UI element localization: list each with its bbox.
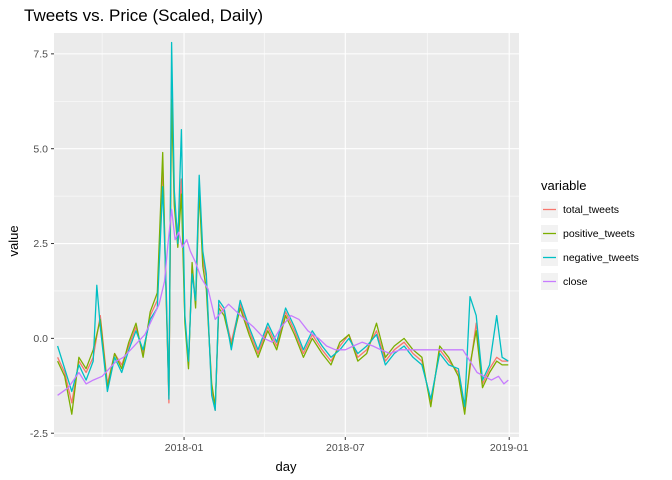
y-tick-label: 2.5: [33, 238, 48, 250]
x-tick-label: 2019-01: [490, 442, 529, 454]
y-tick-label: -2.5: [30, 428, 48, 440]
y-tick-label: 0.0: [33, 333, 48, 345]
y-tick-label: 5.0: [33, 143, 48, 155]
series-line-negative-tweets: [56, 41, 509, 412]
y-axis: -2.5 0.0 2.5 5.0 7.5: [30, 48, 54, 440]
plot-panel: [54, 33, 519, 437]
series-line-close: [57, 208, 509, 396]
grid-major: [54, 33, 519, 437]
x-axis: 2018-01 2018-07 2019-01: [165, 437, 529, 454]
y-tick-label: 7.5: [33, 48, 48, 60]
legend-label: close: [563, 276, 588, 288]
grid-minor: [54, 33, 519, 437]
legend-item: total_tweets: [541, 201, 619, 218]
legend-label: negative_tweets: [563, 252, 639, 264]
legend-item: positive_tweets: [541, 225, 635, 242]
series-lines: [56, 41, 509, 415]
x-axis-title: day: [276, 459, 297, 474]
legend-label: total_tweets: [563, 204, 619, 216]
legend: variable total_tweets positive_tweetsnega…: [541, 178, 639, 290]
chart-title: Tweets vs. Price (Scaled, Daily): [24, 6, 263, 25]
x-tick-label: 2018-07: [326, 442, 365, 454]
legend-item: negative_tweets: [541, 249, 639, 266]
legend-item: close: [541, 273, 588, 290]
x-tick-label: 2018-01: [165, 442, 204, 454]
legend-label: positive_tweets: [563, 228, 635, 240]
y-axis-title: value: [6, 225, 21, 256]
legend-title: variable: [541, 178, 587, 193]
